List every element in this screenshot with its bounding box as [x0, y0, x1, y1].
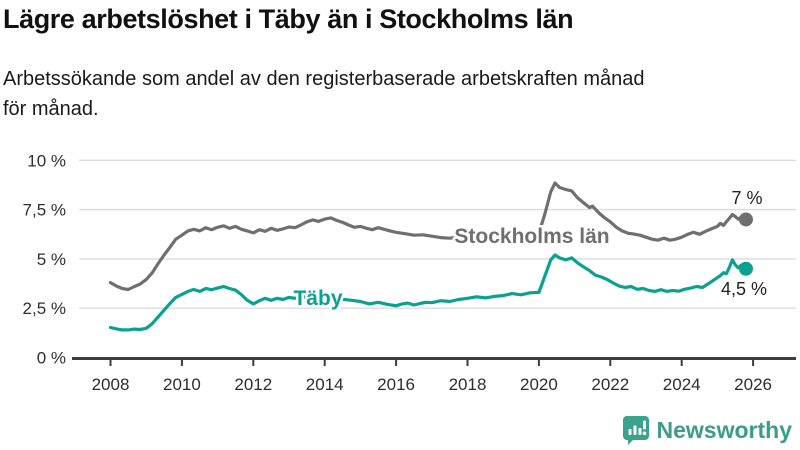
x-axis-tick-label: 2018: [449, 375, 487, 394]
series-line-stockholms-l-n: [108, 181, 748, 292]
page-title: Lägre arbetslöshet i Täby än i Stockholm…: [3, 4, 574, 34]
x-axis-tick-label: 2020: [520, 375, 558, 394]
series-line-t-by: [108, 253, 748, 332]
chart-subtitle-line1: Arbetssökande som andel av den registerb…: [3, 68, 645, 90]
x-axis-tick-label: 2024: [663, 375, 701, 394]
x-axis-tick-label: 2010: [163, 375, 201, 394]
series-end-value-stockholms-l-n: 7 %: [731, 188, 762, 208]
y-axis-tick-label: 0 %: [37, 349, 66, 368]
y-axis-tick-label: 2,5 %: [23, 299, 66, 318]
x-axis-tick-label: 2008: [92, 375, 130, 394]
series-end-dot-stockholms-l-n: [738, 212, 753, 227]
chart-subtitle: Arbetssökande som andel av den registerb…: [3, 64, 645, 124]
axes: [72, 357, 796, 366]
series-label-t-by: Täby: [293, 287, 342, 310]
chart-labels: 0 % 2,5 % 5 % 7,5 % 10 % 2008 2010 2012 2014 2016…: [23, 151, 772, 394]
series-end-dot-t-by: [738, 261, 753, 276]
newsworthy-logo: Newsworthy: [622, 415, 792, 445]
series-lines: [108, 181, 753, 332]
x-axis-tick-label: 2026: [734, 375, 772, 394]
y-axis-tick-label: 10 %: [27, 151, 66, 170]
x-axis-tick-label: 2012: [234, 375, 272, 394]
gridlines: [79, 159, 796, 309]
x-axis-tick-label: 2022: [591, 375, 629, 394]
y-axis-tick-label: 5 %: [37, 250, 66, 269]
bar-chart-speech-bubble-icon: [622, 416, 649, 445]
x-axis-tick-label: 2014: [306, 375, 344, 394]
brand-name: Newsworthy: [656, 416, 792, 443]
series-label-stockholms-l-n: Stockholms län: [454, 225, 609, 248]
chart-subtitle-line2: för månad.: [3, 98, 99, 120]
x-axis-tick-label: 2016: [377, 375, 415, 394]
series-end-value-t-by: 4,5 %: [721, 279, 767, 299]
y-axis-tick-label: 7,5 %: [23, 201, 66, 220]
